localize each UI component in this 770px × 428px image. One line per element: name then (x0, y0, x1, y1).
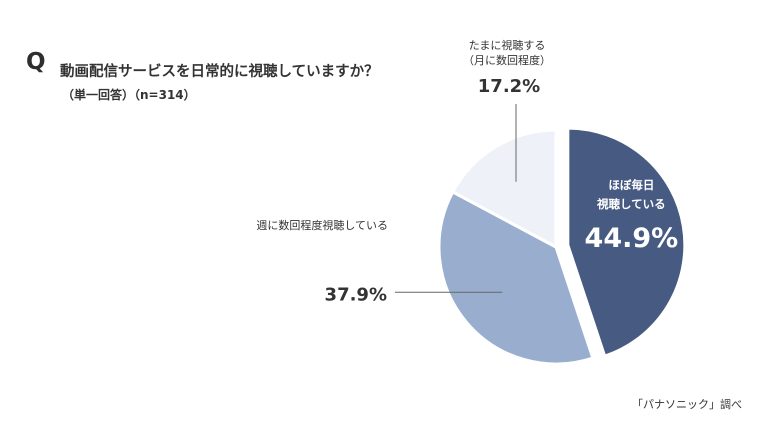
slice-label-0-line-0: ほぼ毎日 (608, 178, 654, 192)
slice-value-0: 44.9% (585, 223, 679, 254)
slice-label-2-line-1: （月に数回程度） (463, 53, 551, 67)
slice-label-2-line-0: たまに視聴する (469, 38, 546, 52)
pie-slice-1 (437, 190, 595, 366)
question-title: 動画配信サービスを日常的に視聴していますか？ (60, 64, 379, 80)
question-note: （単一回答）（n=314） (62, 88, 196, 102)
slice-label-0-line-1: 視聴している (596, 197, 666, 211)
pie-slice-2 (451, 128, 558, 249)
pie-slice-0 (566, 126, 687, 358)
source-credit: 「パナソニック」調べ (632, 398, 742, 411)
slice-label-1-line-0: 週に数回程度視聴している (256, 218, 388, 232)
slice-value-2: 17.2% (478, 76, 540, 97)
question-mark-label: Q (26, 49, 46, 75)
slice-value-1: 37.9% (325, 284, 387, 305)
